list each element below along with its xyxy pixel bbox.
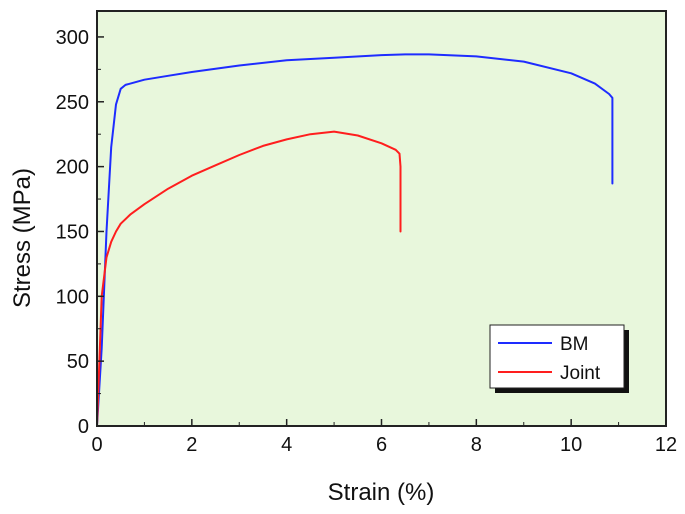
legend-box	[489, 324, 625, 389]
x-tick-label: 8	[471, 434, 482, 456]
y-tick-label: 300	[56, 27, 89, 49]
y-tick-label: 150	[56, 221, 89, 243]
legend-label-bm: BM	[560, 334, 589, 355]
legend-label-joint: Joint	[560, 363, 601, 384]
y-tick-label: 100	[56, 286, 89, 308]
x-tick-label: 10	[560, 434, 582, 456]
series-line-bm	[96, 53, 614, 427]
y-tick-label: 50	[67, 351, 89, 373]
y-tick-label: 200	[56, 157, 89, 179]
x-tick-label: 4	[281, 434, 292, 456]
y-tick-label: 0	[78, 416, 89, 438]
series-line-joint	[96, 130, 402, 427]
x-tick-label: 12	[655, 434, 677, 456]
y-axis-title: Stress (MPa)	[9, 168, 36, 308]
legend: BM Joint	[489, 324, 629, 393]
y-tick-label: 250	[56, 92, 89, 114]
x-tick-label: 0	[91, 434, 102, 456]
x-tick-label: 6	[376, 434, 387, 456]
series-layer	[96, 53, 614, 427]
ticks-layer: 0 2 4 6 8 10 12 0 50 100 150 200 250 300	[56, 27, 678, 456]
x-tick-label: 2	[186, 434, 197, 456]
x-axis-title: Strain (%)	[328, 479, 435, 506]
